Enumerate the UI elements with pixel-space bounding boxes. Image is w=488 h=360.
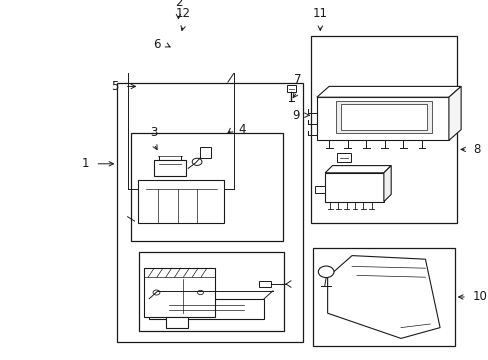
Text: 12: 12 xyxy=(176,7,190,20)
Text: 2: 2 xyxy=(174,0,182,9)
Text: 4: 4 xyxy=(238,123,245,136)
Text: 5: 5 xyxy=(111,80,119,93)
Circle shape xyxy=(192,158,202,165)
Bar xyxy=(341,104,426,130)
Bar xyxy=(149,299,264,319)
Bar xyxy=(310,36,456,223)
Bar xyxy=(325,173,383,202)
Polygon shape xyxy=(327,256,439,338)
Polygon shape xyxy=(448,86,460,140)
Bar xyxy=(315,186,325,193)
Circle shape xyxy=(197,290,203,294)
Polygon shape xyxy=(325,166,390,173)
Bar xyxy=(286,85,295,92)
Bar xyxy=(165,317,187,328)
Bar xyxy=(316,97,448,140)
Bar xyxy=(312,248,454,346)
Bar xyxy=(259,281,271,287)
Bar xyxy=(131,133,282,241)
Polygon shape xyxy=(316,86,460,97)
Text: 10: 10 xyxy=(472,291,487,303)
Circle shape xyxy=(153,290,160,295)
Bar xyxy=(144,268,215,317)
Polygon shape xyxy=(383,166,390,202)
Bar xyxy=(154,160,185,176)
Bar xyxy=(117,83,303,342)
Bar xyxy=(138,180,224,223)
Text: 9: 9 xyxy=(292,109,299,122)
Circle shape xyxy=(318,266,333,278)
Text: 7: 7 xyxy=(293,73,301,86)
Text: 8: 8 xyxy=(472,143,479,156)
Text: 6: 6 xyxy=(153,39,160,51)
Text: 1: 1 xyxy=(82,157,89,170)
Bar xyxy=(336,101,431,133)
Bar xyxy=(139,252,283,331)
Bar xyxy=(337,153,350,162)
Text: 3: 3 xyxy=(150,126,158,139)
Text: 11: 11 xyxy=(312,7,327,20)
Bar xyxy=(200,147,211,158)
